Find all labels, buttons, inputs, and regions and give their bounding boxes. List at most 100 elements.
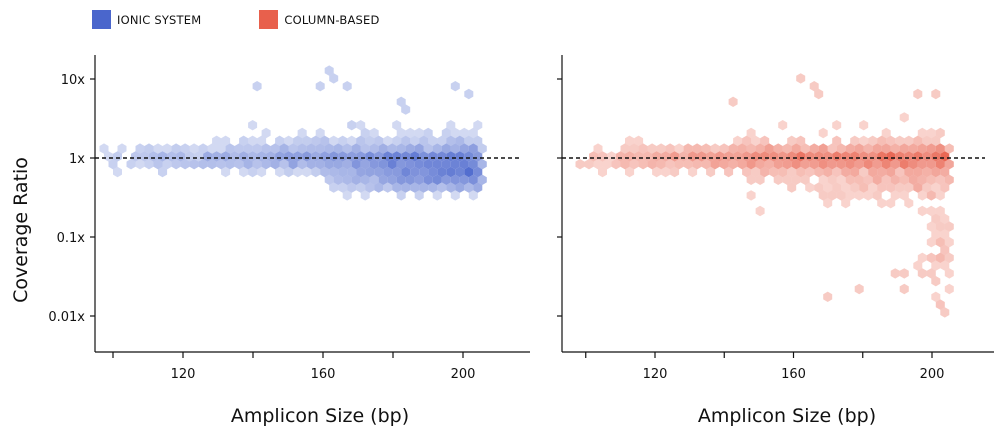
hexbin-cell <box>194 151 204 162</box>
hexbin-cell <box>854 190 864 201</box>
hexbin-cell <box>401 166 411 178</box>
hexbin-cell <box>877 198 887 209</box>
hexbin-cell <box>625 135 635 146</box>
hexbin-cell <box>913 182 923 193</box>
y-tick-label: 10x <box>61 73 86 88</box>
hexbin-cell <box>908 174 918 185</box>
hexbin-cell <box>113 151 122 162</box>
hexbin-cell <box>778 120 788 131</box>
hexbin-cell <box>324 143 334 154</box>
hexbin-cell <box>365 166 375 178</box>
hexbin-cell <box>468 127 478 139</box>
hexbin-cell <box>890 159 900 170</box>
hexbin-cell <box>764 159 774 170</box>
hexbin-cell <box>715 151 725 162</box>
hexbin-cell <box>625 166 635 178</box>
hexbin-cell <box>634 135 644 146</box>
hexbin-cell <box>293 151 303 162</box>
hexbin-cell <box>737 143 747 154</box>
hexbin-cell <box>140 151 149 162</box>
hexbin-cell <box>225 143 235 154</box>
hexbin-cell <box>634 151 644 162</box>
hexbin-cell <box>468 143 478 154</box>
hexbin-cell <box>688 151 698 162</box>
hexbin-cell <box>360 174 370 185</box>
legend-swatch-column <box>259 10 279 29</box>
hexbin-cell <box>401 151 411 162</box>
hexbin-cell <box>940 307 950 318</box>
hexbin-cell <box>751 166 761 178</box>
hexbin-cell <box>257 166 267 178</box>
hexbin-cell <box>814 182 824 193</box>
hexbin-cell <box>270 159 280 170</box>
hexbin-cell <box>935 252 945 263</box>
hexbin-cell <box>931 88 941 100</box>
hexbin-cell <box>778 151 788 162</box>
hexbin-cell <box>338 135 348 146</box>
hexbin-cell <box>944 174 954 185</box>
hexbin-cell <box>854 143 864 154</box>
hexbin-cell <box>392 151 402 162</box>
hexbin-cell <box>832 135 842 146</box>
hexbin-cell <box>818 143 828 154</box>
hexbin-cell <box>248 120 258 131</box>
hexbin-cell <box>468 174 478 185</box>
hexbin-cell <box>473 151 483 162</box>
hexbin-cell <box>823 182 833 193</box>
hexbin-cell <box>473 166 483 178</box>
hexbin-cell <box>477 143 487 154</box>
hexbin-cell <box>135 159 145 170</box>
hexbin-cell <box>845 159 855 170</box>
hexbin-cell <box>710 159 720 170</box>
hexbin-cell <box>733 135 743 146</box>
hexbin-cell <box>800 143 810 154</box>
hexbin-cell <box>922 166 932 178</box>
hexbin-cell <box>450 159 460 170</box>
hexbin-cell <box>356 182 366 193</box>
hexbin-cell <box>347 151 357 162</box>
hexbin-cell <box>158 166 168 178</box>
hexbin-cell <box>877 182 887 193</box>
hexbin-cell <box>872 159 882 170</box>
hexbin-cell <box>931 213 941 224</box>
hexbin-cell <box>243 159 253 170</box>
hexbin-cell <box>392 135 402 146</box>
hexbin-cell <box>890 268 900 279</box>
hexbin-cell <box>899 190 909 201</box>
hexbin-cell <box>315 127 325 139</box>
hexbin-cell <box>108 159 118 170</box>
hexbin-cell <box>432 159 442 170</box>
hexbin-cell <box>392 166 402 178</box>
hexbin-cell <box>230 151 240 162</box>
hexbin-cell <box>800 174 810 185</box>
hexbin-cell <box>787 182 797 193</box>
hexbin-cell <box>616 151 625 162</box>
hexbin-cell <box>800 159 810 170</box>
hexbin-cell <box>306 143 316 154</box>
hexbin-cell <box>787 135 797 146</box>
hexbin-cell <box>113 166 122 178</box>
hexbin-cell <box>180 159 190 170</box>
hexbin-cell <box>374 135 384 146</box>
hexbin-cell <box>450 143 460 154</box>
hexbin-cell <box>913 135 923 146</box>
hexbin-cell <box>131 151 140 162</box>
hexbin-cell <box>755 174 765 185</box>
hexbin-cell <box>153 159 163 170</box>
hexbin-cell <box>198 159 208 170</box>
hexbin-cell <box>347 166 357 178</box>
hexbin-cell <box>464 182 474 193</box>
hexbin-cell <box>302 151 312 162</box>
hexbin-cell <box>926 221 936 232</box>
hexbin-cell <box>809 81 819 92</box>
hexbin-cells <box>575 73 954 318</box>
hexbin-cell <box>311 166 321 178</box>
hexbin-cell <box>850 182 860 193</box>
hexbin-cell <box>180 143 190 154</box>
hexbin-cell <box>629 159 639 170</box>
legend-label-ionic: IONIC SYSTEM <box>117 12 202 27</box>
hexbin-cell <box>791 143 801 154</box>
hexbin-cell <box>832 120 842 131</box>
hexbin-cell <box>917 159 927 170</box>
